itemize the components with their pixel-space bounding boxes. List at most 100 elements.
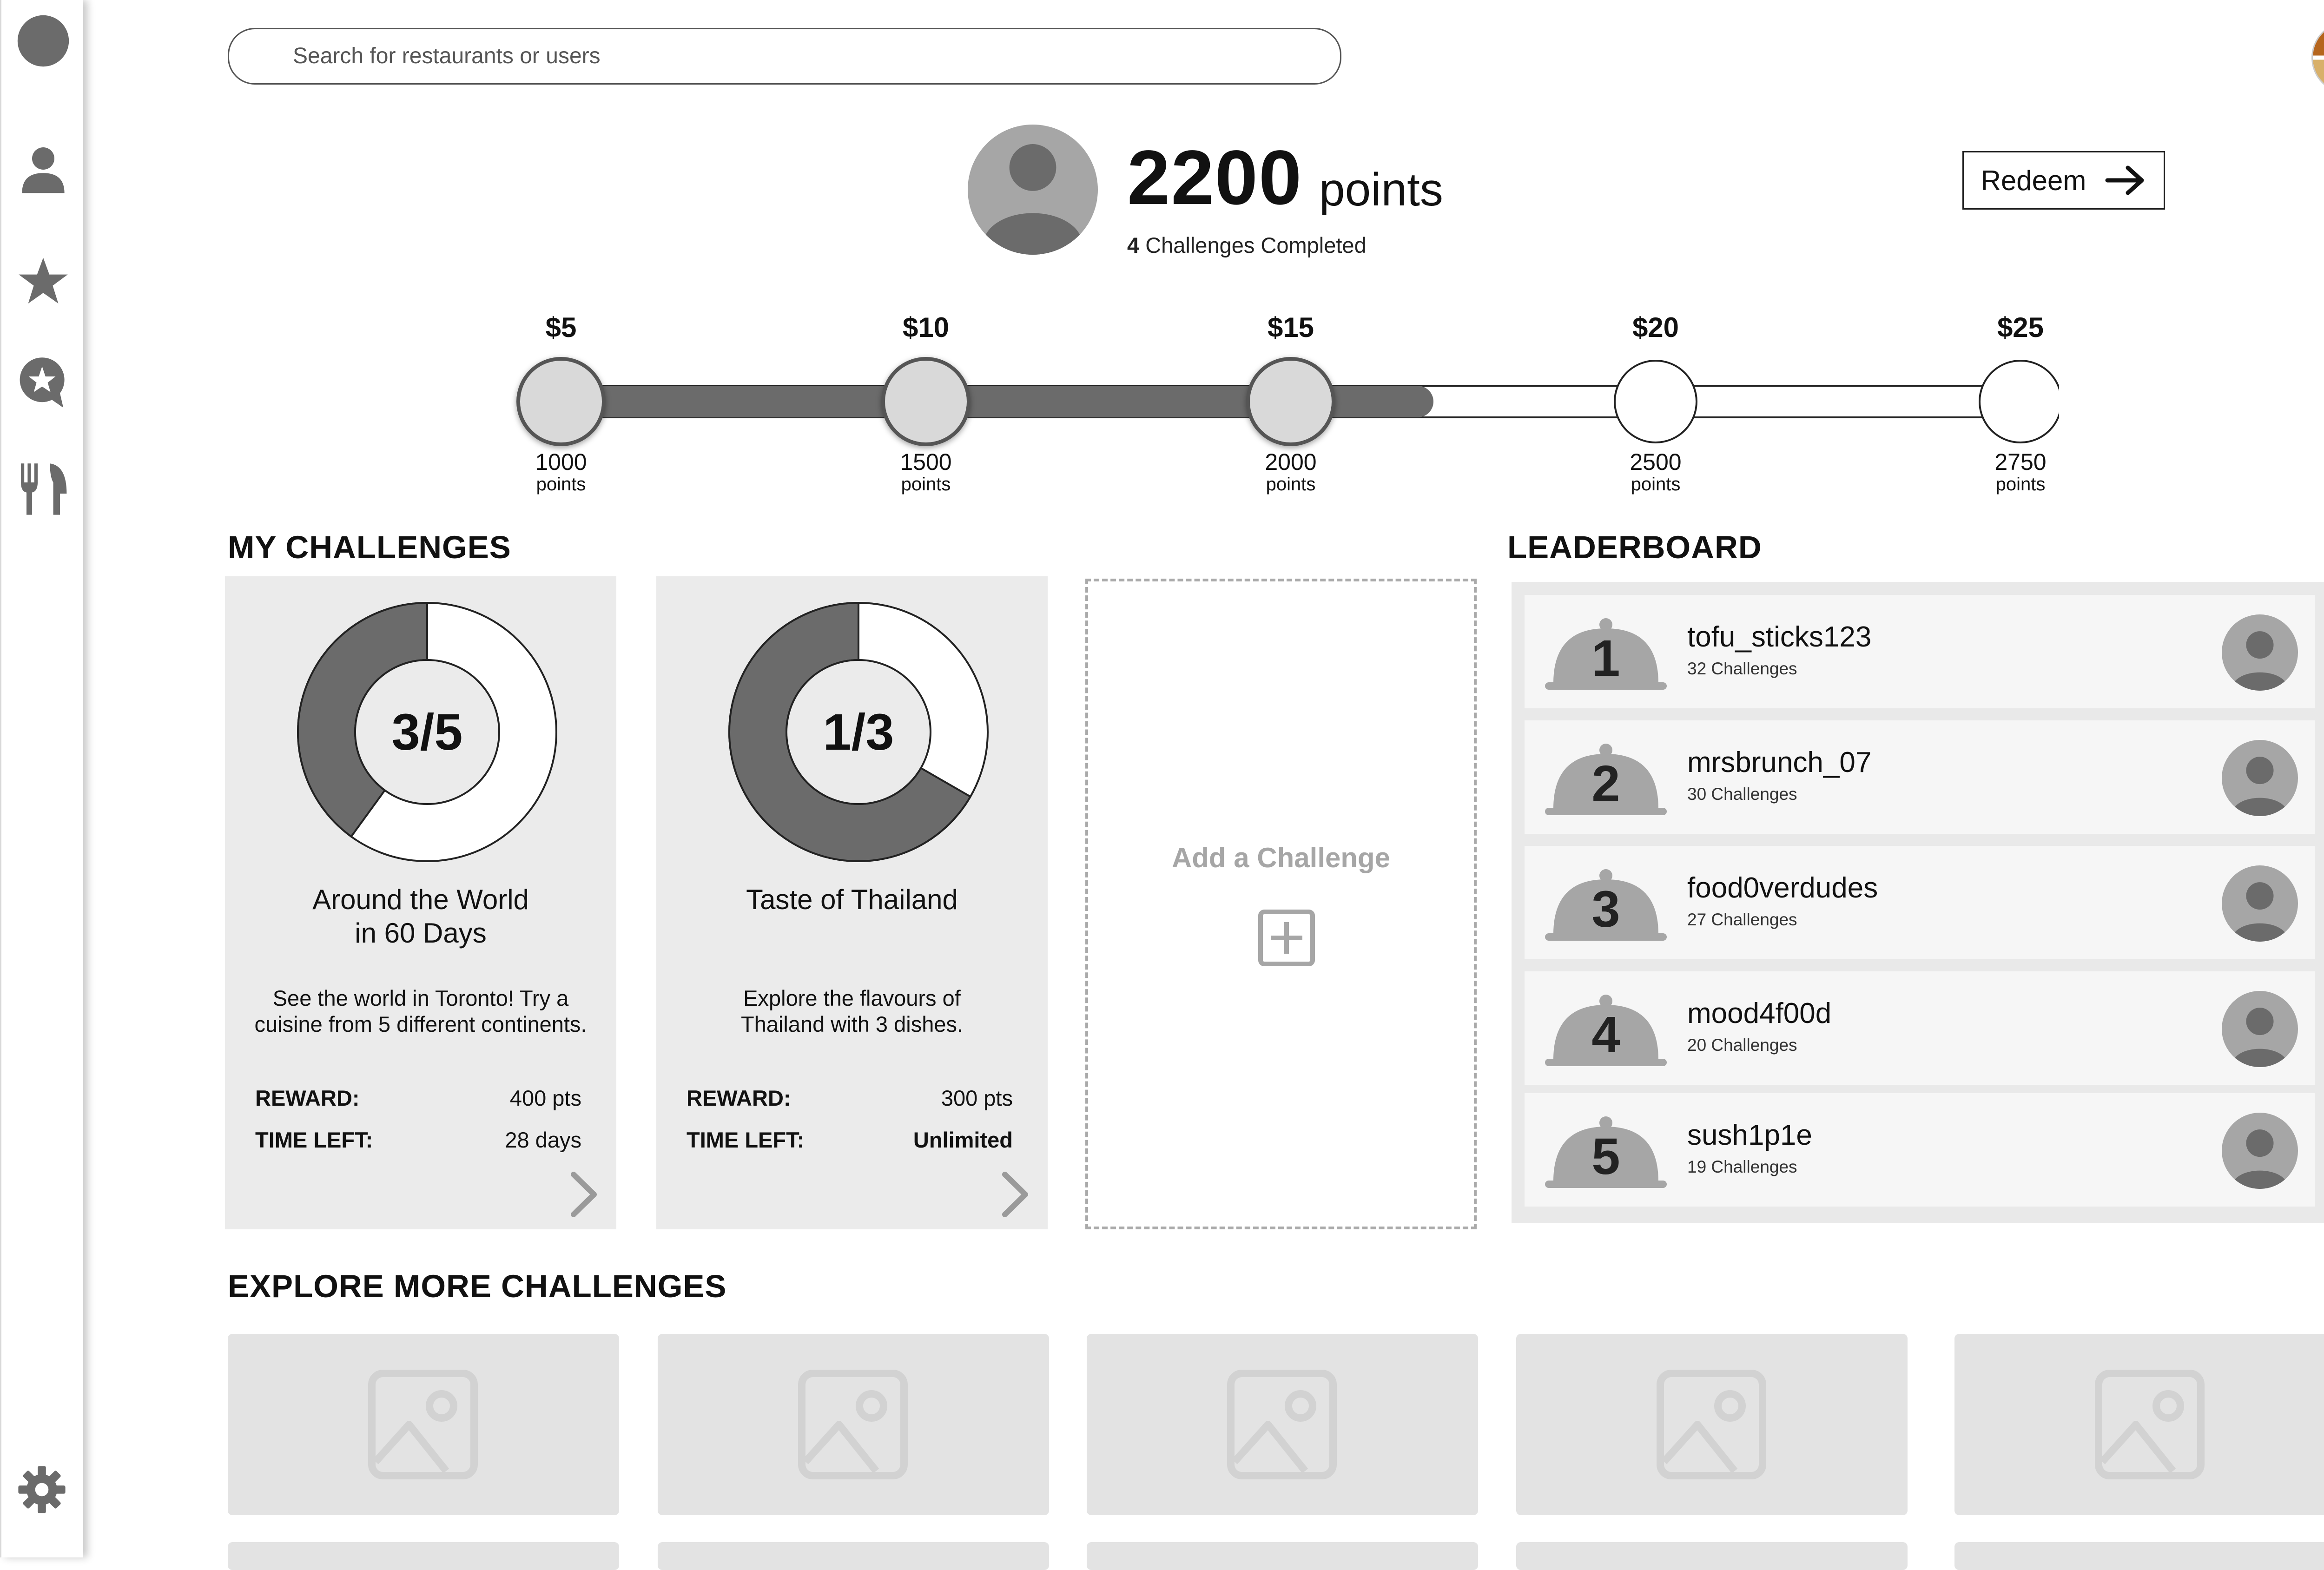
challenge-ratio: 1/3 (823, 703, 894, 761)
image-placeholder-icon (1657, 1370, 1766, 1479)
reward-unit: pts (984, 1086, 1013, 1110)
leaderboard-rank: 5 (1591, 1128, 1620, 1185)
milestone-points-unit: points (1266, 474, 1316, 495)
chevron-right-icon[interactable] (997, 1169, 1034, 1220)
gear-icon[interactable] (16, 1464, 67, 1515)
leaderboard-username[interactable]: tofu_sticks123 (1687, 621, 1872, 653)
milestone-points-unit: points (536, 474, 586, 495)
challenge-description: Explore the flavours of Thailand with 3 … (740, 986, 964, 1037)
challenge-description: See the world in Toronto! Try a cuisine … (254, 986, 587, 1037)
milestone-points-value: 2750 (1994, 449, 2047, 475)
leaderboard-row[interactable]: 4 mood4f00d 20 Challenges (1525, 971, 2315, 1085)
redeem-button[interactable]: Redeem (1962, 151, 2165, 210)
milestone-price: $5 (545, 312, 577, 343)
cloche-rank-icon: 1 (1545, 618, 1667, 690)
cloche-rank-icon: 3 (1545, 869, 1667, 941)
time-left-label: TIME LEFT: (255, 1128, 373, 1152)
explore-challenge-tile[interactable] (658, 1334, 1049, 1515)
explore-challenge-tile[interactable] (1087, 1334, 1478, 1515)
reward-row: REWARD: 300 pts (687, 1085, 1013, 1111)
challenges-completed: 4 Challenges Completed (1127, 232, 1367, 258)
leaderboard-row[interactable]: 1 tofu_sticks123 32 Challenges (1525, 595, 2315, 708)
milestone-marker (516, 357, 606, 446)
leaderboard-avatar[interactable] (2222, 614, 2298, 691)
leaderboard-username[interactable]: food0verdudes (1687, 872, 1878, 904)
explore-challenge-tile[interactable] (1516, 1542, 1908, 1570)
reward-label: REWARD: (687, 1086, 791, 1110)
leaderboard-row[interactable]: 3 food0verdudes 27 Challenges (1525, 846, 2315, 959)
explore-challenge-tile[interactable] (228, 1542, 619, 1570)
reward-row: REWARD: 400 pts (255, 1085, 581, 1111)
user-avatar[interactable] (2311, 21, 2324, 94)
challenge-title-line1: Taste of Thailand (746, 884, 958, 915)
leaderboard-challenge-count: 27 Challenges (1687, 910, 1797, 929)
leaderboard-challenge-count: 20 Challenges (1687, 1036, 1797, 1055)
challenge-progress-ring (728, 601, 989, 862)
points-value: 2200 (1127, 135, 1303, 221)
sidebar (0, 0, 83, 1557)
leaderboard-username[interactable]: mrsbrunch_07 (1687, 746, 1872, 778)
time-left-value: 28 (505, 1128, 529, 1152)
challenge-card[interactable]: 3/5 Around the World in 60 Days See the … (225, 576, 616, 1229)
fork-knife-icon[interactable] (15, 460, 71, 516)
review-bubble-icon[interactable] (15, 354, 71, 410)
milestone-marker (1246, 357, 1335, 446)
progress-fill (562, 386, 1433, 417)
plus-square-icon[interactable] (1258, 909, 1315, 967)
challenges-completed-label: Challenges Completed (1145, 233, 1367, 257)
explore-challenge-tile[interactable] (658, 1542, 1049, 1570)
image-placeholder-icon (798, 1370, 908, 1479)
milestone-points-value: 1000 (535, 449, 587, 475)
leaderboard: 1 tofu_sticks123 32 Challenges 2 mrsbrun… (1512, 582, 2324, 1223)
milestone-points-unit: points (1631, 474, 1681, 495)
search-input[interactable] (292, 41, 1316, 70)
search-bar[interactable] (228, 28, 1341, 85)
reward-value: 300 (941, 1086, 978, 1110)
add-challenge-card[interactable]: Add a Challenge (1085, 579, 1477, 1229)
challenges-completed-count: 4 (1127, 233, 1140, 257)
milestone-points: 2500 points (1586, 450, 1725, 494)
chevron-right-icon[interactable] (565, 1169, 602, 1220)
milestone-points: 1500 points (856, 450, 996, 494)
milestone-price: $25 (1997, 312, 2044, 343)
milestone-points-value: 2000 (1265, 449, 1317, 475)
milestone-points: 2750 points (1951, 450, 2090, 494)
milestone-points-value: 1500 (900, 449, 952, 475)
leaderboard-row[interactable]: 5 sush1p1e 19 Challenges (1525, 1093, 2315, 1207)
milestone-points-unit: points (901, 474, 951, 495)
milestone-marker (1979, 360, 2059, 443)
explore-challenge-tile[interactable] (228, 1334, 619, 1515)
explore-challenge-tile[interactable] (1087, 1542, 1478, 1570)
milestone-points: 1000 points (491, 450, 631, 494)
star-icon[interactable] (15, 253, 71, 309)
arrow-right-icon (2105, 165, 2144, 195)
milestone-price: $15 (1267, 312, 1314, 343)
milestone-points: 2000 points (1221, 450, 1360, 494)
leaderboard-challenge-count: 30 Challenges (1687, 785, 1797, 804)
explore-challenge-tile[interactable] (1954, 1542, 2324, 1570)
add-challenge-label: Add a Challenge (1171, 842, 1391, 873)
leaderboard-row[interactable]: 2 mrsbrunch_07 30 Challenges (1525, 720, 2315, 834)
explore-challenge-tile[interactable] (1516, 1334, 1908, 1515)
leaderboard-challenge-count: 32 Challenges (1687, 659, 1797, 678)
reward-value: 400 (509, 1086, 547, 1110)
leaderboard-username[interactable]: sush1p1e (1687, 1119, 1812, 1151)
time-left-row: TIME LEFT: 28 days (255, 1127, 581, 1153)
leaderboard-avatar[interactable] (2222, 1113, 2298, 1189)
time-left-value: Unlimited (913, 1128, 1013, 1152)
leaderboard-challenge-count: 19 Challenges (1687, 1157, 1797, 1176)
leaderboard-rank: 2 (1591, 755, 1620, 812)
points-unit: points (1319, 164, 1443, 216)
explore-challenge-tile[interactable] (1954, 1334, 2324, 1515)
challenge-card[interactable]: 1/3 Taste of Thailand Explore the flavou… (656, 576, 1048, 1229)
leaderboard-avatar[interactable] (2222, 865, 2298, 942)
leaderboard-avatar[interactable] (2222, 991, 2298, 1067)
leaderboard-avatar[interactable] (2222, 740, 2298, 816)
reward-unit: pts (552, 1086, 581, 1110)
user-icon[interactable] (15, 142, 71, 198)
leaderboard-username[interactable]: mood4f00d (1687, 997, 1832, 1029)
challenge-title: Around the World in 60 Days (244, 883, 598, 950)
avatar-icon[interactable] (15, 13, 71, 69)
cloche-rank-icon: 5 (1545, 1116, 1667, 1188)
leaderboard-title: LEADERBOARD (1507, 529, 1762, 565)
